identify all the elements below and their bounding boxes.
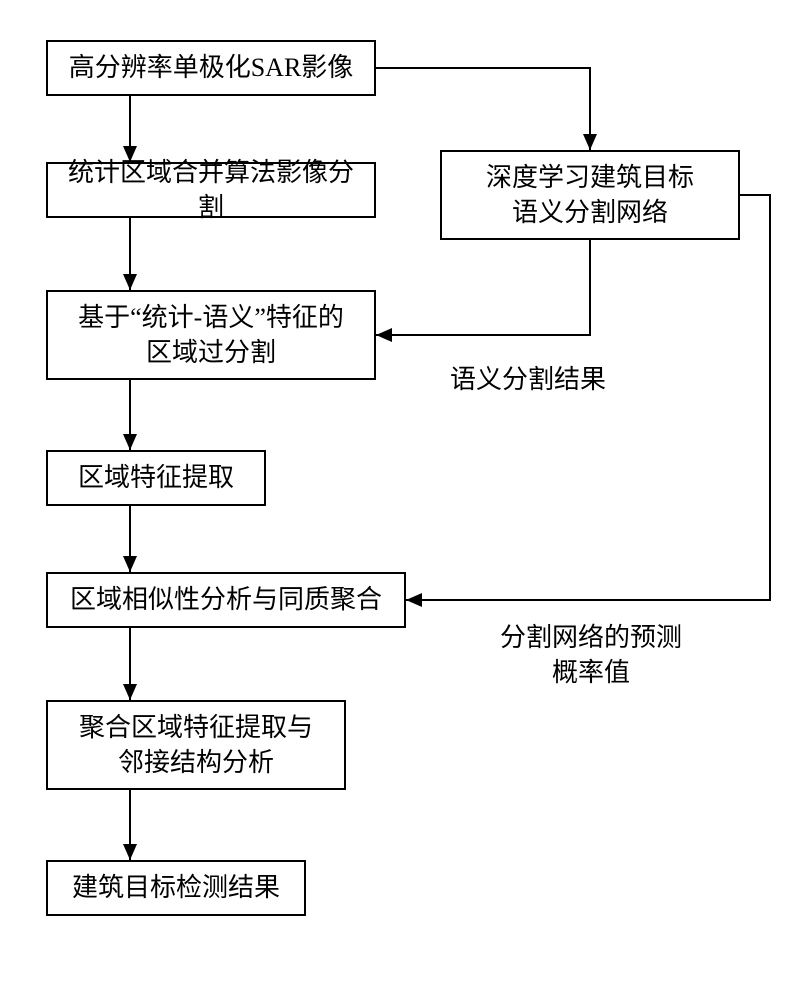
- diagram-canvas: 高分辨率单极化SAR影像统计区域合并算法影像分割 深度学习建筑目标语义分割网络基于…: [0, 0, 806, 1000]
- node-label: 区域相似性分析与同质聚合: [70, 582, 382, 617]
- node-n2: 统计区域合并算法影像分割: [46, 162, 376, 218]
- arrow-a6: [123, 790, 137, 860]
- node-n1: 高分辨率单极化SAR影像: [46, 40, 376, 96]
- arrow-a5: [123, 628, 137, 700]
- arrow-a7: [376, 68, 597, 150]
- node-label: 基于“统计-语义”特征的区域过分割: [78, 300, 344, 370]
- edge-label-l1: 语义分割结果: [450, 362, 606, 397]
- node-n8: 建筑目标检测结果: [46, 860, 306, 916]
- node-label: 统计区域合并算法影像分割: [56, 155, 366, 225]
- arrow-a2: [123, 218, 137, 290]
- node-label: 深度学习建筑目标语义分割网络: [486, 160, 694, 230]
- arrow-a3: [123, 380, 137, 450]
- node-label: 建筑目标检测结果: [72, 870, 280, 905]
- node-label: 聚合区域特征提取与邻接结构分析: [79, 710, 313, 780]
- node-label: 区域特征提取: [78, 460, 234, 495]
- node-n7: 聚合区域特征提取与邻接结构分析: [46, 700, 346, 790]
- node-label: 高分辨率单极化SAR影像: [69, 50, 354, 85]
- node-n4: 基于“统计-语义”特征的区域过分割: [46, 290, 376, 380]
- arrow-a8: [376, 240, 590, 342]
- node-n5: 区域特征提取: [46, 450, 266, 506]
- edge-label-l2: 分割网络的预测概率值: [500, 620, 682, 690]
- node-n3: 深度学习建筑目标语义分割网络: [440, 150, 740, 240]
- arrow-a9: [406, 195, 770, 607]
- arrow-a1: [123, 96, 137, 162]
- node-n6: 区域相似性分析与同质聚合: [46, 572, 406, 628]
- arrow-a4: [123, 506, 137, 572]
